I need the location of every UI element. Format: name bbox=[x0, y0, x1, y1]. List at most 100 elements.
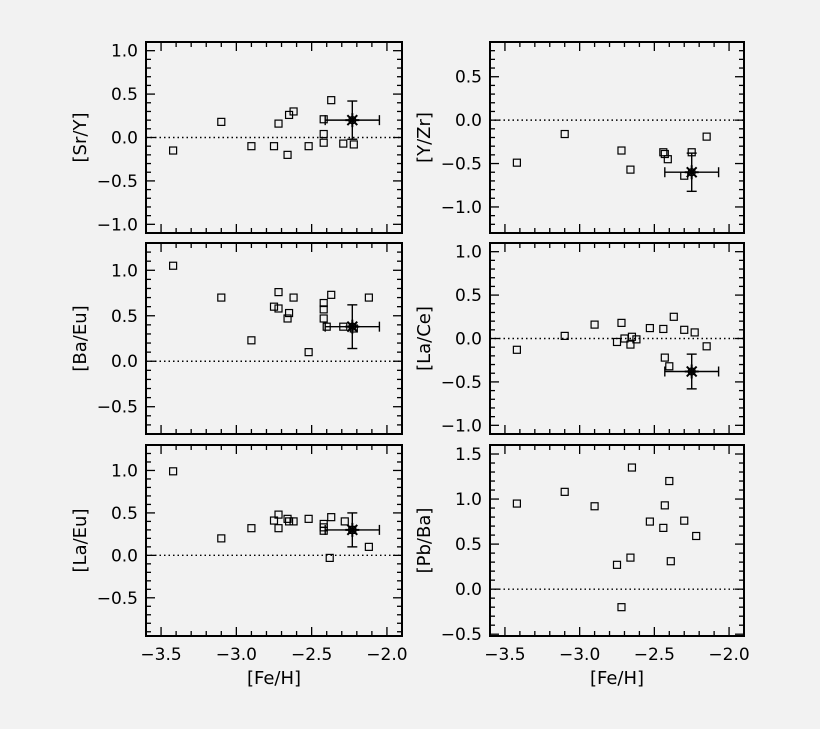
data-point bbox=[327, 290, 336, 299]
data-point bbox=[284, 308, 294, 318]
y-tick-label: 0.0 bbox=[455, 330, 482, 350]
plot-frame bbox=[145, 444, 403, 637]
data-point bbox=[645, 323, 654, 333]
y-tick-label: 0.0 bbox=[111, 352, 138, 372]
x-axis-label: [Fe/H] bbox=[247, 668, 301, 689]
mean-star-marker bbox=[345, 319, 360, 334]
data-point bbox=[319, 129, 328, 139]
y-tick-label: −0.5 bbox=[97, 589, 138, 609]
data-point bbox=[269, 302, 279, 311]
data-point bbox=[319, 138, 328, 147]
data-point bbox=[319, 298, 328, 308]
data-point bbox=[283, 514, 292, 523]
data-point bbox=[669, 312, 678, 321]
data-point bbox=[289, 293, 298, 302]
data-point bbox=[169, 261, 178, 270]
data-point bbox=[319, 526, 328, 535]
y-axis-label: [La/Eu] bbox=[70, 509, 91, 573]
data-point bbox=[274, 510, 283, 519]
mean-star-marker bbox=[345, 522, 360, 537]
panel-5: −0.5 0.0 0.5 1.0 −3.5 −3.0 −2.5 −2.0 [La/Eu] [Fe/… bbox=[70, 444, 408, 689]
data-point bbox=[627, 463, 637, 472]
y-tick-label: −1.0 bbox=[441, 416, 482, 436]
panel-3: −0.5 0.0 0.5 1.0 [Ba/Eu] bbox=[70, 242, 403, 435]
data-point bbox=[560, 331, 569, 340]
data-point bbox=[327, 513, 336, 522]
data-point bbox=[626, 553, 635, 562]
x-tick-label: −2.5 bbox=[291, 645, 332, 665]
data-point bbox=[590, 502, 599, 511]
data-point bbox=[274, 524, 283, 533]
data-point bbox=[319, 115, 328, 124]
data-point bbox=[269, 516, 279, 525]
data-point bbox=[319, 305, 328, 314]
y-tick-label: 0.0 bbox=[455, 580, 482, 600]
y-tick-label: −0.5 bbox=[441, 625, 482, 645]
y-tick-label: −1.0 bbox=[97, 215, 138, 235]
plot-frame bbox=[145, 242, 403, 435]
data-point bbox=[590, 320, 599, 329]
data-point bbox=[289, 517, 298, 526]
data-point bbox=[274, 304, 283, 313]
data-point bbox=[680, 325, 689, 334]
data-point bbox=[339, 139, 348, 148]
data-point bbox=[665, 476, 674, 486]
data-point bbox=[349, 140, 358, 149]
data-point bbox=[702, 132, 711, 141]
y-tick-label: 0.0 bbox=[111, 546, 138, 566]
data-point bbox=[645, 517, 654, 526]
y-tick-label: −1.0 bbox=[441, 198, 482, 218]
x-tick-label: −3.0 bbox=[216, 645, 257, 665]
data-point bbox=[626, 165, 635, 174]
y-axis-label: [Y/Zr] bbox=[414, 112, 435, 163]
y-tick-label: 0.5 bbox=[111, 504, 138, 524]
data-point bbox=[665, 362, 674, 371]
y-tick-label: 1.0 bbox=[111, 261, 138, 281]
y-tick-label: 1.0 bbox=[455, 243, 482, 263]
y-tick-label: 0.5 bbox=[111, 85, 138, 105]
x-tick-label: −2.0 bbox=[708, 645, 749, 665]
plot-frame bbox=[489, 41, 745, 234]
data-point bbox=[269, 142, 279, 151]
data-point bbox=[327, 96, 336, 105]
data-point bbox=[512, 158, 521, 167]
mean-star-marker bbox=[684, 165, 699, 180]
data-point bbox=[617, 146, 626, 155]
data-point bbox=[247, 336, 256, 345]
data-point bbox=[274, 119, 283, 128]
y-tick-label: 1.0 bbox=[111, 42, 138, 62]
data-point bbox=[364, 293, 373, 302]
y-tick-label: 1.5 bbox=[455, 445, 482, 465]
data-point bbox=[660, 353, 669, 362]
x-tick-label: −3.5 bbox=[484, 645, 525, 665]
data-point bbox=[340, 517, 349, 526]
data-point bbox=[512, 499, 521, 508]
data-point bbox=[663, 155, 672, 164]
panel-1: −1.0 −0.5 0.0 0.5 1.0 [Sr/Y] bbox=[70, 41, 403, 235]
data-point bbox=[325, 553, 334, 563]
data-point bbox=[304, 514, 313, 523]
x-tick-label: −3.0 bbox=[559, 645, 600, 665]
data-point bbox=[660, 501, 669, 510]
data-point bbox=[217, 117, 226, 126]
y-tick-label: 0.0 bbox=[455, 111, 482, 131]
data-point bbox=[632, 335, 641, 344]
data-point bbox=[169, 146, 178, 155]
data-point bbox=[617, 603, 626, 612]
y-axis-label: [Pb/Ba] bbox=[414, 508, 435, 574]
data-point bbox=[612, 337, 622, 347]
data-point bbox=[690, 328, 699, 337]
y-axis-label: [Sr/Y] bbox=[70, 113, 91, 163]
data-point bbox=[612, 560, 622, 569]
data-point bbox=[560, 487, 569, 496]
data-point bbox=[659, 148, 668, 157]
data-point bbox=[692, 531, 701, 541]
data-point bbox=[304, 142, 313, 151]
panel-2: −1.0 −0.5 0.0 0.5 [Y/Zr] bbox=[414, 41, 745, 234]
data-point bbox=[289, 107, 298, 116]
data-point bbox=[247, 142, 256, 151]
panel-4: −1.0 −0.5 0.0 0.5 1.0 [La/Ce] bbox=[414, 242, 745, 436]
data-point bbox=[283, 314, 292, 323]
data-point bbox=[169, 467, 178, 476]
